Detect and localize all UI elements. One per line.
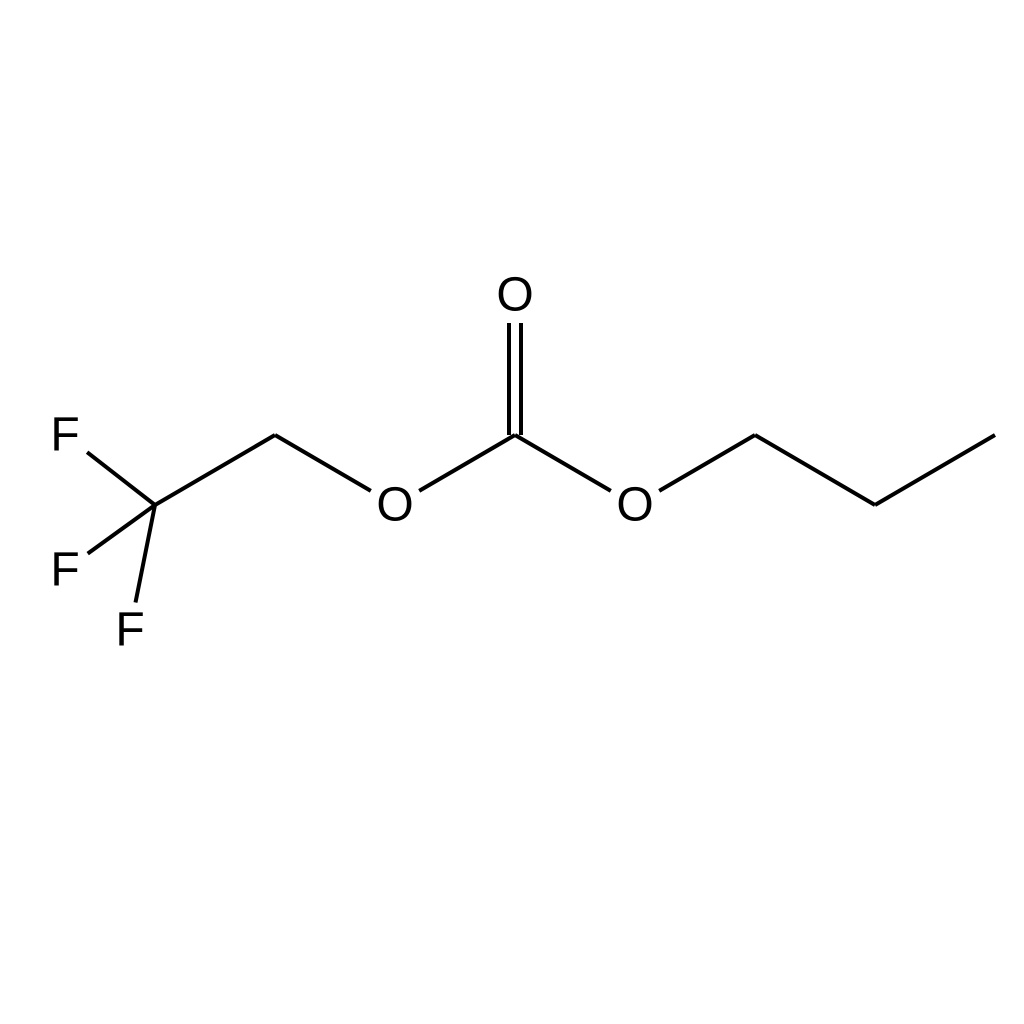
molecule-diagram: FFFOOO [0,0,1024,1024]
bond [515,435,611,491]
atom-label: F [50,544,79,597]
bond [135,505,155,603]
atom-label: O [496,269,533,322]
bond [275,435,371,491]
atom-label: O [376,479,413,532]
atom-label: O [616,479,653,532]
bond [659,435,755,491]
bond [87,452,155,505]
bond [155,435,275,505]
atom-label: F [115,604,144,657]
bond [419,435,515,491]
bond [875,435,995,505]
bond [755,435,875,505]
atom-label: F [50,409,79,462]
